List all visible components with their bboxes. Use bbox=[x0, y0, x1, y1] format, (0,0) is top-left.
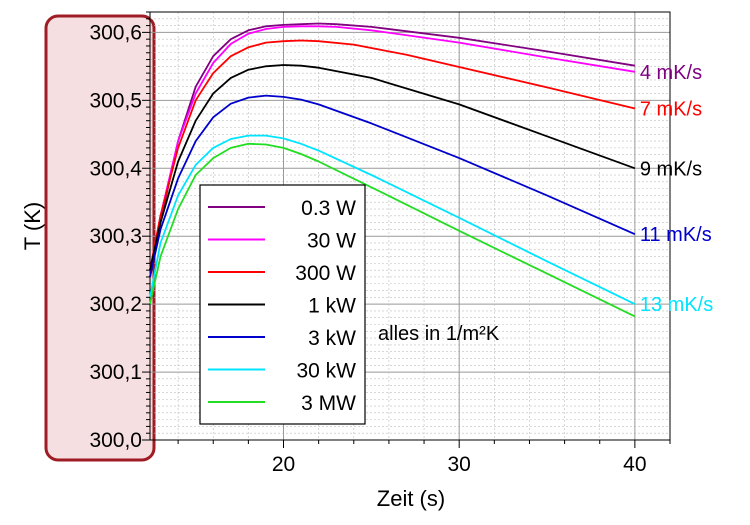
series-line-0 bbox=[149, 22, 636, 278]
legend-label-3: 1 kW bbox=[308, 295, 356, 318]
highlight-box bbox=[44, 14, 156, 462]
y-tick-label: 300,5 bbox=[89, 89, 142, 112]
rate-labels: 4 mK/s 7 mK/s 9 mK/s 11 mK/s 13 mK/s bbox=[640, 62, 713, 316]
legend-label-5: 30 kW bbox=[296, 360, 356, 383]
y-axis-label: T (K) bbox=[20, 202, 45, 250]
series-line-4 bbox=[149, 94, 636, 278]
unit-annotation: alles in 1/m²K bbox=[378, 323, 500, 345]
y-tick-labels: 300,0 300,1 300,2 300,3 300,4 300,5 300,6 bbox=[89, 21, 142, 452]
x-axis-label: Zeit (s) bbox=[377, 486, 445, 511]
y-tick-label: 300,6 bbox=[89, 21, 142, 44]
legend-label-1: 30 W bbox=[307, 230, 356, 253]
series-line-2 bbox=[149, 39, 636, 271]
x-tick-label: 40 bbox=[623, 453, 646, 476]
axis-ticks bbox=[142, 11, 671, 448]
legend-label-0: 0.3 W bbox=[301, 197, 356, 220]
legend-label-2: 300 W bbox=[295, 262, 356, 285]
legend-label-6: 3 MW bbox=[301, 392, 356, 415]
rate-label-4: 11 mK/s bbox=[640, 224, 712, 246]
rate-label-2: 7 mK/s bbox=[640, 98, 702, 120]
series-lines bbox=[149, 22, 636, 318]
x-tick-label: 30 bbox=[448, 453, 471, 476]
x-tick-label: 20 bbox=[272, 453, 295, 476]
legend-label-4: 3 kW bbox=[308, 327, 356, 350]
plot-frame bbox=[149, 11, 671, 441]
series-line-5 bbox=[149, 134, 636, 305]
legend: 0.3 W 30 W 300 W 1 kW 3 kW 30 kW 3 MW bbox=[199, 184, 366, 425]
rate-label-1: 4 mK/s bbox=[640, 62, 702, 84]
y-tick-label: 300,4 bbox=[89, 157, 142, 180]
y-tick-label: 300,0 bbox=[89, 429, 142, 452]
y-tick-label: 300,3 bbox=[89, 225, 142, 248]
x-tick-labels: 20 30 40 bbox=[272, 453, 647, 476]
series-line-1 bbox=[149, 25, 636, 271]
rate-label-5: 13 mK/s bbox=[640, 294, 713, 316]
series-line-6 bbox=[149, 142, 636, 318]
series-line-3 bbox=[149, 64, 636, 271]
rate-label-3: 9 mK/s bbox=[640, 158, 702, 180]
y-tick-label: 300,1 bbox=[89, 361, 142, 384]
y-tick-label: 300,2 bbox=[89, 293, 142, 316]
